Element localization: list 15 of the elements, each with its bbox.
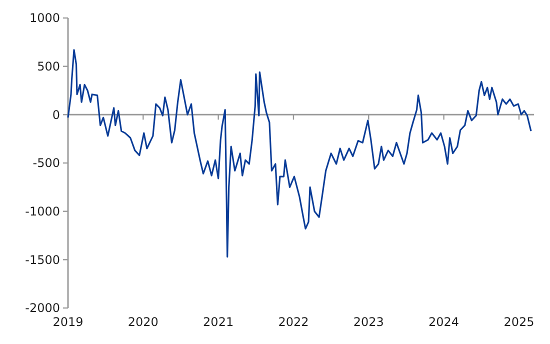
y-tick-label: -2000: [25, 301, 60, 316]
x-tick-label: 2022: [278, 315, 309, 329]
x-tick-label: 2020: [128, 315, 158, 329]
y-tick-label: -1000: [25, 204, 60, 219]
y-tick-label: -500: [32, 156, 60, 170]
line-series: [67, 49, 532, 258]
x-tick-label: 2023: [353, 315, 384, 329]
y-tick-label: 0: [52, 108, 60, 122]
x-tick-label: 2025: [504, 315, 534, 329]
x-tick-label: 2019: [52, 315, 84, 329]
x-tick-label: 2021: [203, 315, 234, 329]
y-tick-label: 500: [37, 60, 60, 74]
y-tick-label: -1500: [25, 252, 60, 267]
y-tick-label: 1000: [29, 11, 60, 26]
x-tick-label: 2024: [428, 315, 460, 329]
